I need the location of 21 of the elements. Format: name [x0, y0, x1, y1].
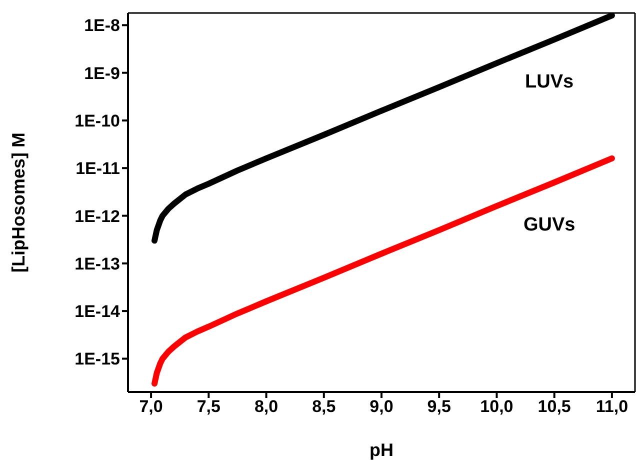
- x-tick-label: 7,0: [139, 397, 163, 416]
- y-tick-label: 1E-15: [74, 350, 120, 369]
- x-tick-label: 9,0: [370, 397, 394, 416]
- y-tick-label: 1E-13: [74, 254, 120, 274]
- x-tick-label: 9,5: [427, 397, 451, 416]
- x-tick-label: 8,5: [312, 397, 336, 416]
- x-tick-label: 11,0: [596, 397, 628, 416]
- x-tick-label: 10,0: [480, 397, 514, 416]
- series-label: GUVs: [523, 214, 576, 236]
- x-tick-label: 10,5: [538, 397, 571, 416]
- y-tick-label: 1E-10: [74, 111, 120, 130]
- x-tick-label: 7,5: [196, 397, 220, 416]
- y-tick-label: 1E-9: [84, 64, 120, 83]
- series-label: LUVs: [525, 72, 574, 93]
- x-axis-title: pH: [370, 440, 394, 460]
- y-tick-label: 1E-11: [76, 159, 120, 178]
- y-axis-title: [LipHosomes] M: [8, 132, 28, 273]
- x-tick-label: 8,0: [254, 397, 278, 416]
- y-tick-label: 1E-12: [74, 206, 120, 226]
- y-tick-label: 1E-8: [84, 16, 120, 36]
- y-tick-label: 1E-14: [74, 302, 121, 322]
